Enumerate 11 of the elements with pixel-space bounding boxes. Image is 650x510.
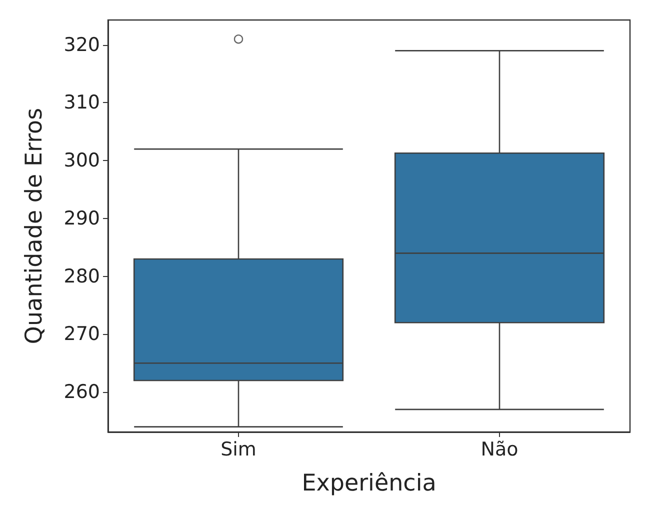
x-axis-title: Experiência [302, 470, 436, 496]
y-tick-label: 280 [64, 265, 100, 288]
y-tick-label: 300 [64, 150, 100, 172]
y-tick-label: 310 [64, 92, 100, 114]
x-tick-label: Sim [220, 438, 256, 460]
y-tick-label: 320 [64, 34, 100, 56]
y-axis-title: Quantidade de Erros [22, 108, 48, 344]
x-tick-label: Não [480, 438, 518, 460]
y-tick-label: 290 [64, 207, 100, 230]
y-tick-label: 260 [64, 381, 100, 404]
y-tick-label: 270 [64, 323, 100, 346]
